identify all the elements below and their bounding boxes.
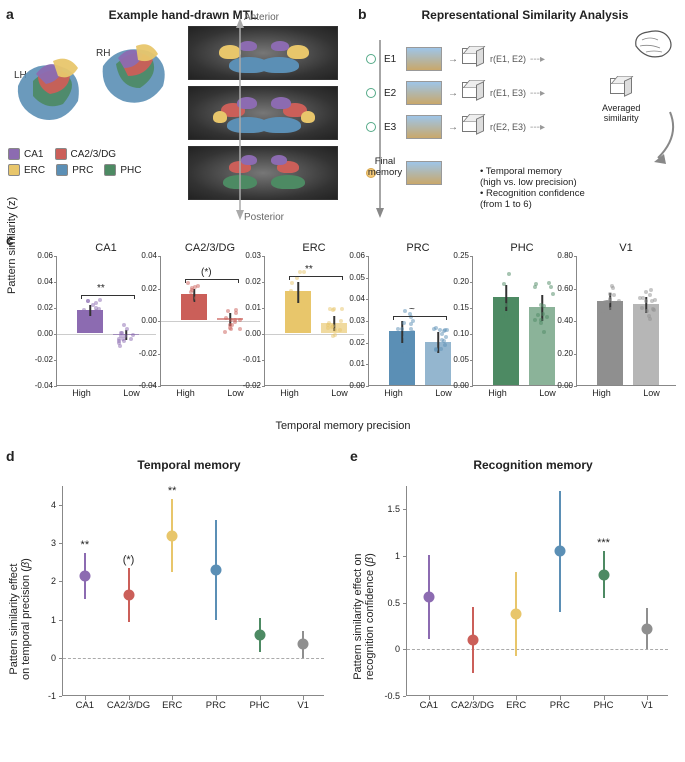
panel-d-label: d: [6, 448, 15, 464]
legend-ca23dg: CA2/3/DG: [71, 149, 117, 160]
final-memory-label: Final memory: [360, 156, 410, 178]
panel-a-title: Example hand-drawn MTL: [38, 8, 328, 22]
panel-c-xlabel: Temporal memory precision: [8, 420, 678, 432]
panel-a: a Example hand-drawn MTL LH RH CA1 CA2/3…: [8, 8, 348, 228]
panel-b-label: b: [358, 6, 367, 22]
brain-icon: [630, 26, 676, 60]
rh-label: RH: [96, 48, 110, 59]
panel-e-plot: CA1CA2/3/DGERCPRC***PHCV1: [406, 486, 668, 696]
panel-e: e Recognition memory Pattern similarity …: [352, 450, 682, 740]
panel-e-label: e: [350, 448, 358, 464]
curved-arrow-icon: [640, 108, 680, 168]
legend-ca1: CA1: [24, 149, 43, 160]
panel-b: b Representational Similarity Analysis E…: [360, 8, 680, 228]
panel-a-label: a: [6, 6, 14, 22]
panel-b-title: Representational Similarity Analysis: [390, 8, 660, 22]
legend-phc: PHC: [120, 165, 141, 176]
mtl-3d-svg: LH RH: [8, 26, 178, 146]
legend-a: CA1 CA2/3/DG ERC PRC PHC: [8, 148, 150, 180]
posterior-label: Posterior: [244, 212, 284, 223]
panel-c-ylabel: Pattern similarity (z): [6, 197, 18, 294]
legend-prc: PRC: [72, 165, 93, 176]
panel-c-grid: CA1-0.04-0.020.000.020.040.06**HighLowCA…: [56, 242, 676, 406]
panel-c: c Pattern similarity (z) CA1-0.04-0.020.…: [8, 238, 678, 428]
panel-d-plot: **CA1(*)CA2/3/DG**ERCPRCPHCV1: [62, 486, 324, 696]
coronal-slices: Anterior Posterior: [188, 26, 338, 206]
panel-e-title: Recognition memory: [402, 458, 664, 472]
axis-arrow-svg: [230, 16, 250, 226]
panel-d: d Temporal memory Pattern similarity eff…: [8, 450, 338, 740]
legend-erc: ERC: [24, 165, 45, 176]
panel-e-ylabel: Pattern similarity effect onrecognition …: [352, 553, 376, 680]
rsa-bullets: • Temporal memory (high vs. low precisio…: [480, 166, 585, 210]
panel-d-title: Temporal memory: [58, 458, 320, 472]
